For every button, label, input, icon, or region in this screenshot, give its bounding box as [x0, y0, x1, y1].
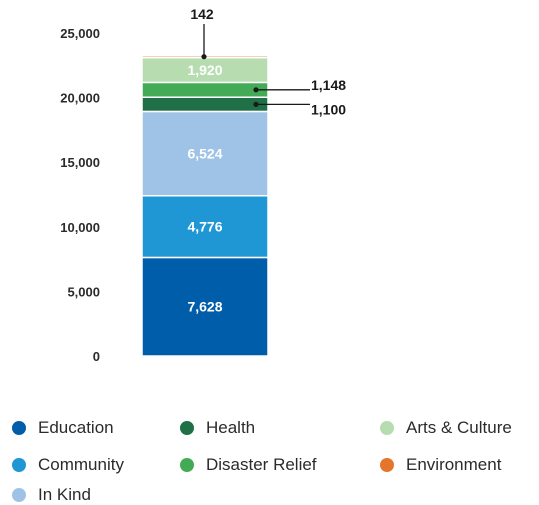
y-tick-label: 15,000 [60, 155, 100, 170]
legend-label: Arts & Culture [406, 418, 512, 437]
bar-segment-education [141, 256, 269, 357]
legend-item-disaster-relief: Disaster Relief [180, 455, 317, 475]
y-tick-label: 0 [93, 349, 100, 364]
bar-segment-community [141, 194, 269, 259]
legend-swatch [380, 458, 394, 472]
data-label-health: 1,100 [311, 101, 346, 117]
y-tick-label: 5,000 [67, 284, 100, 299]
bar-segment-health [141, 96, 269, 113]
legend-label: Community [38, 455, 124, 474]
legend-item-in-kind: In Kind [12, 485, 91, 505]
bar-segment-disaster-relief [141, 81, 269, 98]
data-label-education: 7,628 [187, 299, 222, 315]
legend-swatch [12, 421, 26, 435]
legend-swatch [12, 488, 26, 502]
legend-label: Disaster Relief [206, 455, 317, 474]
data-label-environment: 142 [190, 6, 214, 22]
legend-swatch [180, 458, 194, 472]
legend-item-environment: Environment [380, 455, 501, 475]
legend-item-health: Health [180, 418, 255, 438]
legend-swatch [180, 421, 194, 435]
legend: Education Health Arts & Culture Community Di… [12, 418, 539, 505]
data-label-in-kind: 6,524 [187, 146, 222, 162]
legend-item-arts-and-culture: Arts & Culture [380, 418, 512, 438]
y-tick-label: 25,000 [60, 26, 100, 41]
legend-label: In Kind [38, 485, 91, 504]
legend-label: Health [206, 418, 256, 437]
bar-segment-arts-and-culture [141, 56, 269, 84]
data-label-arts-and-culture: 1,920 [187, 62, 222, 78]
legend-label: Environment [406, 455, 502, 474]
stacked-bar-chart: 0 5,000 10,000 15,000 20,000 25,000 7,628 4,776… [60, 6, 346, 364]
legend-swatch [380, 421, 394, 435]
data-label-community: 4,776 [187, 219, 222, 235]
callout-dot-environment [201, 54, 207, 60]
y-tick-label: 20,000 [60, 91, 100, 106]
y-tick-label: 10,000 [60, 220, 100, 235]
legend-item-community: Community [12, 455, 124, 475]
legend-swatch [12, 458, 26, 472]
legend-label: Education [38, 418, 114, 437]
data-label-disaster-relief: 1,148 [311, 77, 346, 93]
legend-item-education: Education [12, 418, 114, 438]
